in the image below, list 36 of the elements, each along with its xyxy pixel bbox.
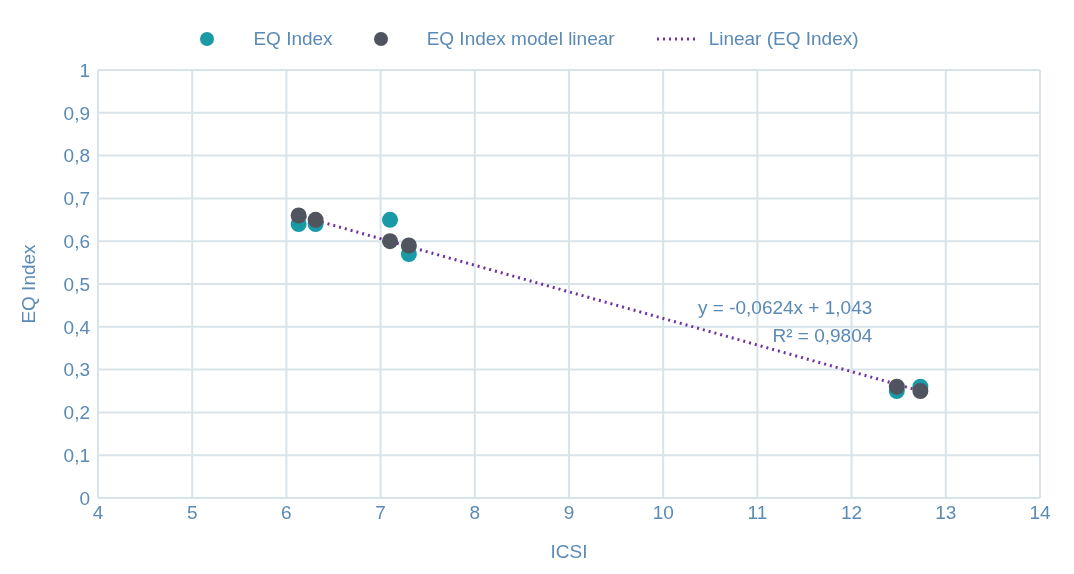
legend-label: Linear (EQ Index): [708, 28, 859, 50]
y-tick-label: 0,2: [63, 402, 90, 424]
legend-label: EQ Index: [253, 28, 333, 50]
x-tick-label: 12: [841, 502, 863, 524]
point: [912, 383, 929, 399]
x-tick-label: 9: [563, 502, 575, 524]
annotation: R² = 0,9804: [771, 324, 873, 348]
y-tick-label: 0,1: [63, 444, 90, 466]
point: [382, 211, 399, 228]
x-tick-label: 4: [92, 502, 104, 524]
annotation: y = -0,0624x + 1,043: [698, 296, 873, 320]
y-tick-label: 0,7: [63, 188, 90, 210]
y-tick-label: 0,6: [63, 230, 90, 252]
point: [382, 233, 399, 250]
x-tick-label: 7: [375, 502, 386, 524]
point: [400, 237, 417, 254]
x-tick-label: 11: [747, 502, 768, 524]
legend-label: EQ Index model linear: [426, 28, 615, 50]
x-tick-label: 13: [935, 502, 957, 524]
y-tick-label: 0,3: [63, 359, 90, 381]
y-tick-label: 0,9: [63, 102, 90, 124]
point: [307, 211, 324, 228]
y-tick-label: 0: [79, 487, 90, 509]
y-tick-label: 0,5: [63, 273, 90, 295]
y-tick-label: 0,4: [63, 316, 91, 338]
x-tick-label: 14: [1029, 502, 1051, 524]
x-tick-label: 6: [281, 502, 292, 524]
point: [888, 378, 905, 395]
x-axis-title: ICSI: [550, 541, 588, 562]
y-tick-label: 1: [79, 59, 90, 81]
y-axis-title: EQ Index: [17, 243, 39, 324]
point: [290, 207, 307, 224]
x-tick-label: 10: [652, 502, 674, 524]
x-tick-label: 5: [186, 502, 198, 524]
x-tick-label: 8: [469, 502, 481, 524]
y-tick-label: 0,8: [63, 145, 90, 167]
